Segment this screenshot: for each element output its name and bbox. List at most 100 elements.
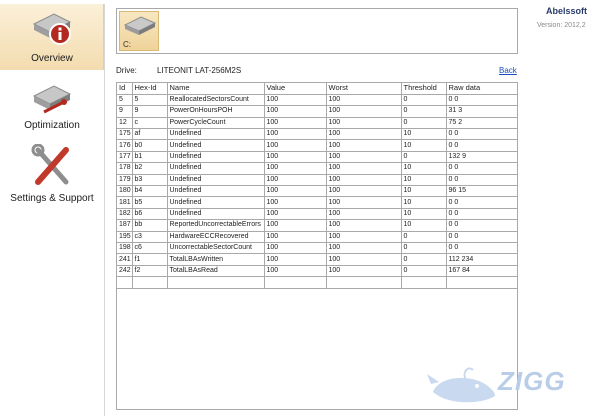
cell-value: 100 — [264, 231, 327, 243]
cell-id: 176 — [117, 139, 133, 152]
cell-raw-data: 0 0 — [446, 162, 518, 175]
cell-threshold: 10 — [401, 139, 447, 152]
cell-id: 242 — [117, 265, 133, 278]
cell-threshold: 0 — [401, 253, 447, 266]
cell-worst: 100 — [326, 196, 402, 209]
cell-value: 100 — [264, 265, 327, 278]
column-header-name[interactable]: Name — [167, 83, 265, 95]
column-header-worst[interactable]: Worst — [326, 83, 402, 95]
cell-name: Undefined — [167, 196, 265, 209]
sidebar: Overview Optimization Settings & Support — [0, 0, 104, 420]
cell-hex-id: bb — [132, 219, 168, 232]
sidebar-item-label: Settings & Support — [10, 193, 94, 204]
cell-hex-id: b1 — [132, 151, 168, 164]
table-row[interactable]: 241 f1 TotalLBAsWritten 100 100 0 112 234 — [117, 253, 518, 266]
cell-worst: 100 — [326, 242, 402, 255]
cell-id: 181 — [117, 196, 133, 209]
cell-worst: 100 — [326, 231, 402, 243]
drive-optimization-icon — [32, 85, 72, 114]
column-header-id[interactable]: Id — [117, 83, 133, 95]
cell-hex-id: 5 — [132, 94, 168, 107]
cell-threshold: 10 — [401, 128, 447, 141]
cell-hex-id: 9 — [132, 105, 168, 118]
cell-id: 177 — [117, 151, 133, 164]
cell-threshold: 10 — [401, 196, 447, 209]
drive-info-icon — [32, 13, 72, 45]
cell-raw-data: 0 0 — [446, 208, 518, 221]
whale-watermark-icon — [427, 367, 495, 403]
cell-value: 100 — [264, 151, 327, 164]
cell-name: ReportedUncorrectableErrors — [167, 219, 265, 232]
cell-threshold: 0 — [401, 231, 447, 243]
table-row[interactable]: 177 b1 Undefined 100 100 0 132 9 — [117, 151, 518, 164]
cell-id: 5 — [117, 94, 133, 107]
back-link[interactable]: Back — [499, 66, 517, 75]
cell-name: Undefined — [167, 208, 265, 221]
column-header-raw-data[interactable]: Raw data — [446, 83, 518, 95]
cell-name: Undefined — [167, 174, 265, 187]
table-row[interactable]: 178 b2 Undefined 100 100 10 0 0 — [117, 162, 518, 175]
cell-threshold: 0 — [401, 117, 447, 130]
cell-worst: 100 — [326, 117, 402, 130]
cell-name: TotalLBAsRead — [167, 265, 265, 278]
sidebar-item-label: Overview — [31, 53, 73, 64]
drive-label: Drive: — [116, 66, 137, 75]
drive-name: LITEONIT LAT-256M2S — [157, 66, 242, 75]
cell-value: 100 — [264, 128, 327, 141]
sidebar-item-optimization[interactable]: Optimization — [0, 80, 104, 134]
cell-hex-id: b5 — [132, 196, 168, 209]
cell-name: Undefined — [167, 162, 265, 175]
drive-tile-c[interactable]: C: — [119, 11, 159, 51]
table-row[interactable]: 9 9 PowerOnHoursPOH 100 100 0 31 3 — [117, 105, 518, 118]
cell-threshold: 10 — [401, 174, 447, 187]
cell-value: 100 — [264, 208, 327, 221]
table-row[interactable]: 242 f2 TotalLBAsRead 100 100 0 167 84 — [117, 265, 518, 278]
cell-threshold: 0 — [401, 151, 447, 164]
sidebar-item-overview[interactable]: Overview — [0, 4, 104, 70]
table-row[interactable]: 182 b6 Undefined 100 100 10 0 0 — [117, 208, 518, 221]
cell-raw-data: 0 0 — [446, 94, 518, 107]
cell-threshold: 0 — [401, 105, 447, 118]
table-row[interactable]: 179 b3 Undefined 100 100 10 0 0 — [117, 174, 518, 187]
column-header-threshold[interactable]: Threshold — [401, 83, 447, 95]
cell-raw-data: 0 0 — [446, 196, 518, 209]
table-row[interactable]: 176 b0 Undefined 100 100 10 0 0 — [117, 139, 518, 152]
table-row[interactable]: 12 c PowerCycleCount 100 100 0 75 2 — [117, 117, 518, 130]
cell-threshold: 10 — [401, 208, 447, 221]
cell-worst: 100 — [326, 208, 402, 221]
cell-worst: 100 — [326, 151, 402, 164]
smart-table[interactable]: Id Hex-Id Name Value Worst Threshold Raw… — [116, 82, 518, 410]
watermark-text: ZIGG — [498, 366, 566, 396]
drive-strip: C: — [116, 8, 518, 54]
table-row[interactable]: 5 5 ReallocatedSectorsCount 100 100 0 0 0 — [117, 94, 518, 107]
cell-threshold: 10 — [401, 185, 447, 198]
cell-id: 241 — [117, 253, 133, 266]
cell-id: 9 — [117, 105, 133, 118]
cell-hex-id: c — [132, 117, 168, 130]
cell-hex-id: c6 — [132, 242, 168, 255]
table-row[interactable]: 187 bb ReportedUncorrectableErrors 100 100 10… — [117, 219, 518, 232]
table-row[interactable]: 198 c6 UncorrectableSectorCount 100 100 0 0 0 — [117, 242, 518, 255]
cell-hex-id: f2 — [132, 265, 168, 278]
column-header-hex-id[interactable]: Hex-Id — [132, 83, 168, 95]
table-row[interactable]: 175 af Undefined 100 100 10 0 0 — [117, 128, 518, 141]
cell-value: 100 — [264, 94, 327, 107]
cell-name: PowerCycleCount — [167, 117, 265, 130]
cell-id: 178 — [117, 162, 133, 175]
cell-name: ReallocatedSectorsCount — [167, 94, 265, 107]
cell-hex-id: f1 — [132, 253, 168, 266]
sidebar-item-settings-support[interactable]: Settings & Support — [0, 144, 104, 206]
cell-value: 100 — [264, 162, 327, 175]
table-row[interactable]: 195 c3 HardwareECCRecovered 100 100 0 0 0 — [117, 231, 518, 243]
cell-raw-data: 0 0 — [446, 219, 518, 232]
cell-value: 100 — [264, 253, 327, 266]
cell-worst: 100 — [326, 128, 402, 141]
cell-threshold: 0 — [401, 242, 447, 255]
table-row[interactable]: 181 b5 Undefined 100 100 10 0 0 — [117, 196, 518, 209]
table-row[interactable]: 180 b4 Undefined 100 100 10 96 15 — [117, 185, 518, 198]
cell-hex-id: b2 — [132, 162, 168, 175]
cell-id: 198 — [117, 242, 133, 255]
brand-logo: Abelssoft — [546, 6, 588, 16]
cell-name: HardwareECCRecovered — [167, 231, 265, 243]
column-header-value[interactable]: Value — [264, 83, 327, 95]
